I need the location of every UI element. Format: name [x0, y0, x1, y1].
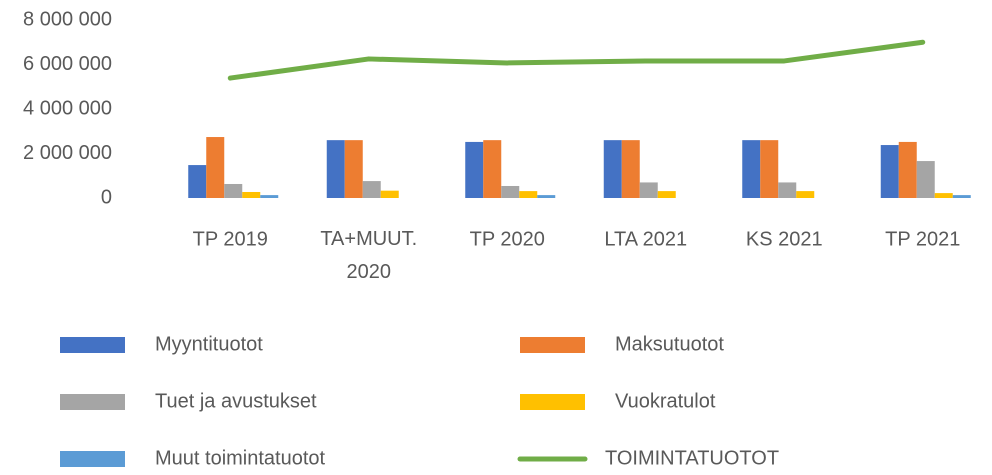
bar	[639, 182, 658, 198]
y-tick-label: 8 000 000	[23, 8, 112, 30]
bar	[380, 190, 399, 198]
x-tick-label: TP 2019	[193, 228, 268, 250]
bar	[742, 140, 761, 198]
x-tick-label: LTA 2021	[604, 228, 687, 250]
legend-label: Tuet ja avustukset	[155, 390, 317, 412]
x-tick-label: TA+MUUT. 2020	[320, 228, 417, 283]
bar	[952, 195, 971, 198]
legend-label: Maksutuotot	[615, 333, 724, 355]
bar	[621, 140, 640, 198]
x-tick-label: TP 2021	[885, 228, 960, 250]
bar	[519, 191, 538, 198]
legend-label: Myyntituotot	[155, 333, 263, 355]
legend-swatch	[60, 451, 125, 467]
x-tick-label: TP 2020	[470, 228, 545, 250]
bar	[326, 140, 345, 198]
bar	[760, 140, 779, 198]
bar	[501, 185, 520, 198]
legend-swatch	[60, 337, 125, 353]
legend-swatch	[520, 337, 585, 353]
bar	[260, 195, 279, 198]
bar	[537, 195, 556, 198]
bar	[778, 182, 797, 198]
y-tick-label: 0	[101, 186, 112, 208]
bar	[206, 137, 225, 198]
bar	[465, 141, 484, 198]
legend-label: TOIMINTATUOTOT	[605, 447, 779, 469]
bar	[242, 191, 261, 198]
bar	[188, 165, 207, 198]
legend-swatch	[60, 394, 125, 410]
bar	[657, 191, 676, 198]
x-tick-label: KS 2021	[746, 228, 823, 250]
bar	[934, 193, 953, 198]
legend-label: Muut toimintatuotot	[155, 447, 326, 469]
bar	[898, 141, 917, 198]
y-tick-label: 2 000 000	[23, 142, 112, 164]
y-tick-label: 4 000 000	[23, 97, 112, 119]
bar	[224, 183, 243, 198]
bar	[796, 191, 815, 198]
bar	[344, 140, 363, 198]
y-tick-label: 6 000 000	[23, 53, 112, 75]
legend-label: Vuokratulot	[615, 390, 716, 412]
bar	[362, 181, 381, 198]
bar	[603, 140, 622, 198]
bar	[483, 140, 502, 198]
bar	[880, 145, 899, 198]
line	[227, 39, 926, 81]
bar	[916, 161, 935, 198]
legend-swatch	[520, 394, 585, 410]
